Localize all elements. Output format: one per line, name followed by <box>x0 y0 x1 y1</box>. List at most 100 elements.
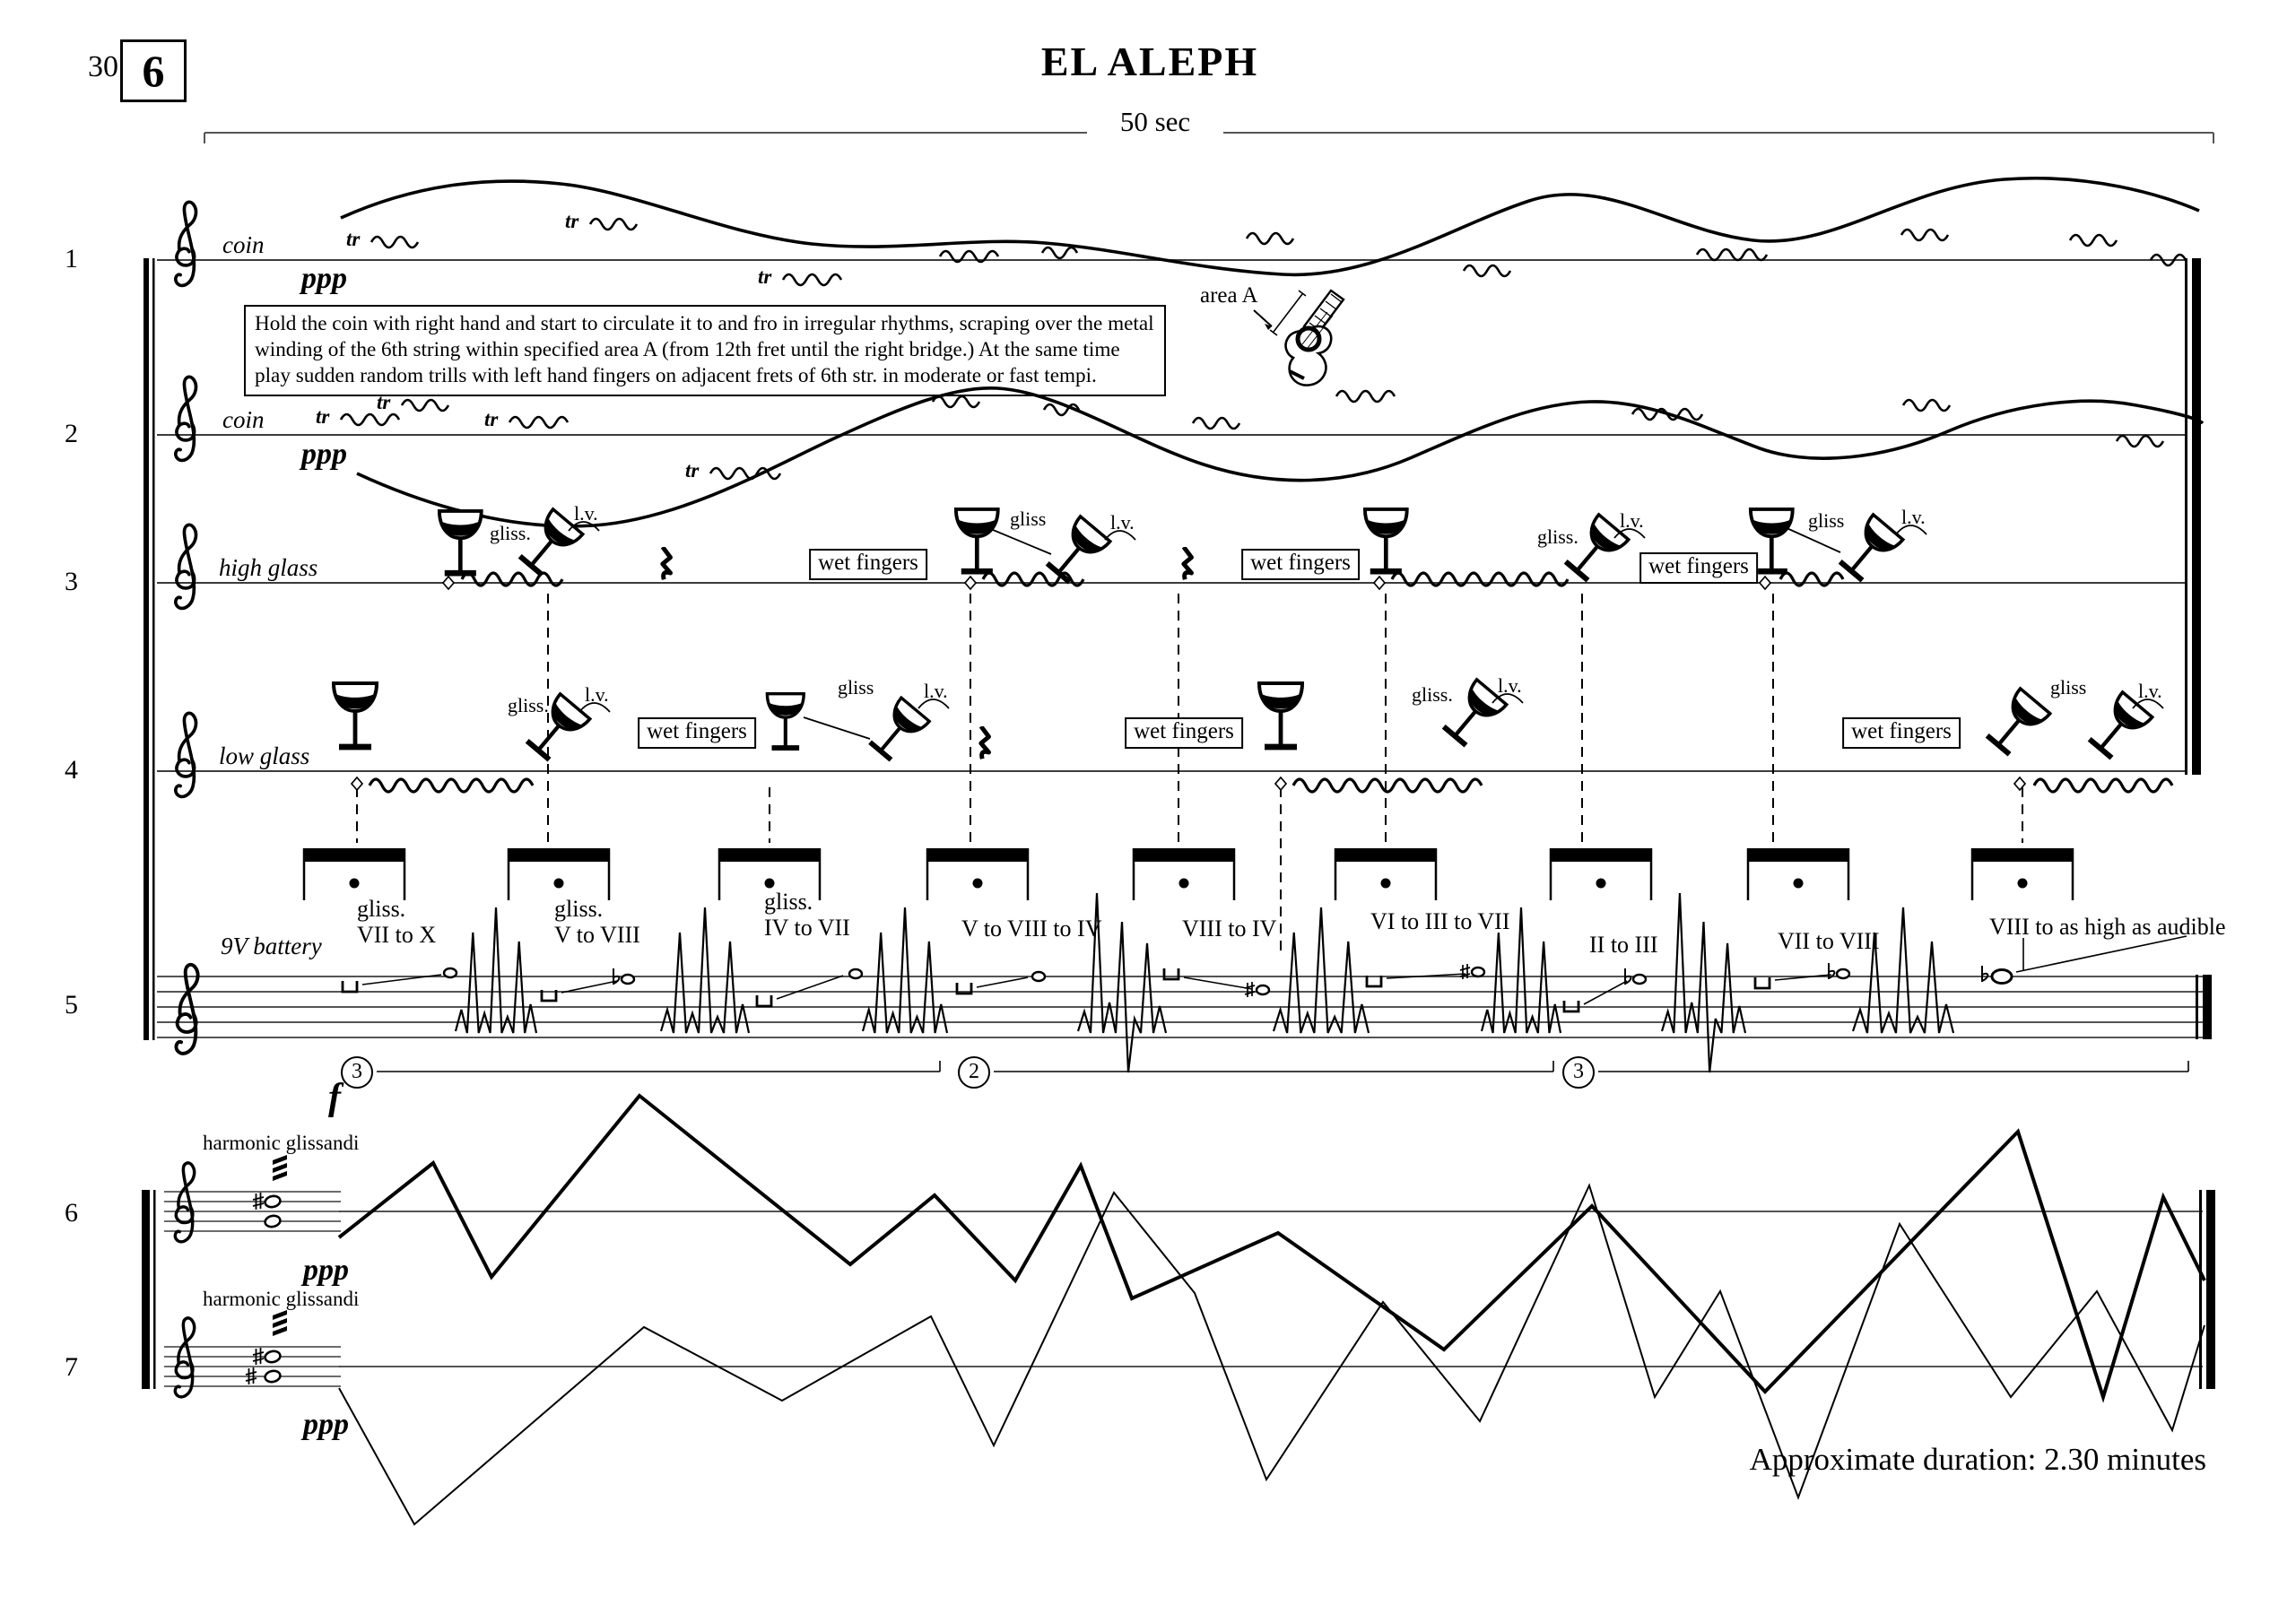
half-rest <box>540 990 558 1002</box>
treble-clef-icon <box>174 375 198 463</box>
flat-icon <box>1624 968 1632 985</box>
diamond-notehead <box>441 575 456 591</box>
trill-wave <box>460 571 564 587</box>
sharp-icon <box>1244 982 1256 997</box>
rhythm-group-number: 3 <box>341 1056 373 1089</box>
whole-note <box>264 1369 282 1384</box>
sharp-icon <box>252 1193 265 1210</box>
notehead <box>1835 968 1851 980</box>
beam-icon <box>553 878 564 889</box>
score-title: EL ALEPH <box>1040 39 1259 84</box>
trill-wave <box>2032 777 2174 794</box>
staff-number: 4 <box>65 755 78 785</box>
treble-clef-icon <box>173 1316 196 1399</box>
staff-label: low glass <box>219 742 310 769</box>
gliss-label: gliss <box>838 676 874 699</box>
beam-icon <box>1380 878 1391 889</box>
trill-wave <box>2115 434 2165 448</box>
treble-clef-icon <box>173 1161 196 1244</box>
harmonic-zigzag <box>338 1183 2205 1526</box>
staff-number: 6 <box>65 1198 78 1228</box>
trill-wave <box>588 217 639 231</box>
zigzag-burst <box>1272 907 1370 1034</box>
staff-number: 5 <box>65 990 78 1020</box>
system-barline <box>142 1190 150 1389</box>
trill-wave <box>400 398 450 412</box>
half-rest <box>955 983 973 995</box>
system-barline <box>144 258 149 1040</box>
envelope-curve <box>340 176 2200 277</box>
notehead <box>620 973 636 985</box>
zigzag-burst <box>1660 892 1747 1073</box>
diamond-notehead <box>963 575 978 591</box>
gliss-label: VII to VIII <box>1778 928 1880 954</box>
harmonic-zigzag <box>337 1093 2206 1403</box>
gliss-label: gliss. <box>490 522 531 544</box>
gliss-line <box>776 975 844 1000</box>
trill-wave <box>1900 228 1950 242</box>
wet-fingers-box: wet fingers <box>1639 552 1758 584</box>
gliss-line <box>976 976 1029 988</box>
gliss-line <box>1784 526 1841 553</box>
dynamic-marking: ppp <box>301 438 347 471</box>
lv-arc <box>2132 699 2164 709</box>
gliss-line <box>1583 980 1628 1005</box>
dynamic-marking: ppp <box>301 262 347 295</box>
half-rest <box>1753 977 1771 990</box>
trill-mark: tr <box>316 405 330 428</box>
lv-label: l.v. <box>2138 680 2162 702</box>
lv-arc <box>918 699 950 709</box>
trill-mark: tr <box>484 408 499 430</box>
gliss-line <box>1386 973 1466 979</box>
sharp-icon <box>252 1348 265 1365</box>
lv-label: l.v. <box>1901 506 1926 528</box>
final-barline <box>2206 1190 2215 1389</box>
trill-mark: tr <box>346 228 361 250</box>
lv-label: l.v. <box>1498 674 1522 697</box>
notehead <box>1031 970 1047 983</box>
trill-wave <box>1040 246 1079 260</box>
diamond-notehead <box>1758 575 1772 591</box>
zigzag-burst <box>1851 907 1955 1034</box>
lv-label: l.v. <box>574 502 598 525</box>
area-a-label: area A <box>1200 283 1258 308</box>
beam-icon <box>1596 878 1606 889</box>
beam-icon <box>972 878 983 889</box>
trill-mark: tr <box>377 391 391 413</box>
system-barline <box>152 258 155 1040</box>
gliss-line <box>2015 935 2187 973</box>
wine-glass-icon <box>334 683 377 747</box>
diamond-notehead <box>2013 776 2027 792</box>
beam-icon <box>303 848 405 862</box>
dynamic-marking: f <box>328 1077 341 1118</box>
trill-wave <box>1631 407 1704 421</box>
beam-icon <box>508 848 610 862</box>
staff-label: 9V battery <box>221 933 322 959</box>
gliss-label: gliss. <box>1537 525 1578 548</box>
beam-icon <box>1133 848 1235 862</box>
treble-clef-icon <box>174 711 198 799</box>
flat-icon <box>1981 966 1989 982</box>
gliss-label: II to III <box>1589 932 1658 958</box>
trill-wave <box>1335 389 1396 404</box>
flat-icon <box>1828 963 1836 979</box>
final-barline <box>2192 258 2201 775</box>
beam-icon <box>926 848 1029 862</box>
wine-glass-icon <box>1365 509 1407 571</box>
notehead <box>1470 966 1486 978</box>
final-barline <box>2185 258 2187 775</box>
guitar-area-icon <box>1253 289 1345 386</box>
gliss-line <box>986 526 1052 555</box>
diamond-notehead <box>1274 776 1288 792</box>
trill-wave <box>2068 233 2118 247</box>
trill-wave <box>1042 403 1081 417</box>
trill-wave <box>2149 253 2187 267</box>
gliss-label: gliss <box>2050 676 2087 699</box>
duration-header: 50 sec <box>1087 106 1223 138</box>
tilted-wine-glass-icon <box>1044 516 1110 586</box>
trill-wave <box>339 412 401 427</box>
trill-wave <box>370 235 420 249</box>
quarter-rest-icon <box>663 547 671 579</box>
whole-note <box>264 1214 282 1228</box>
